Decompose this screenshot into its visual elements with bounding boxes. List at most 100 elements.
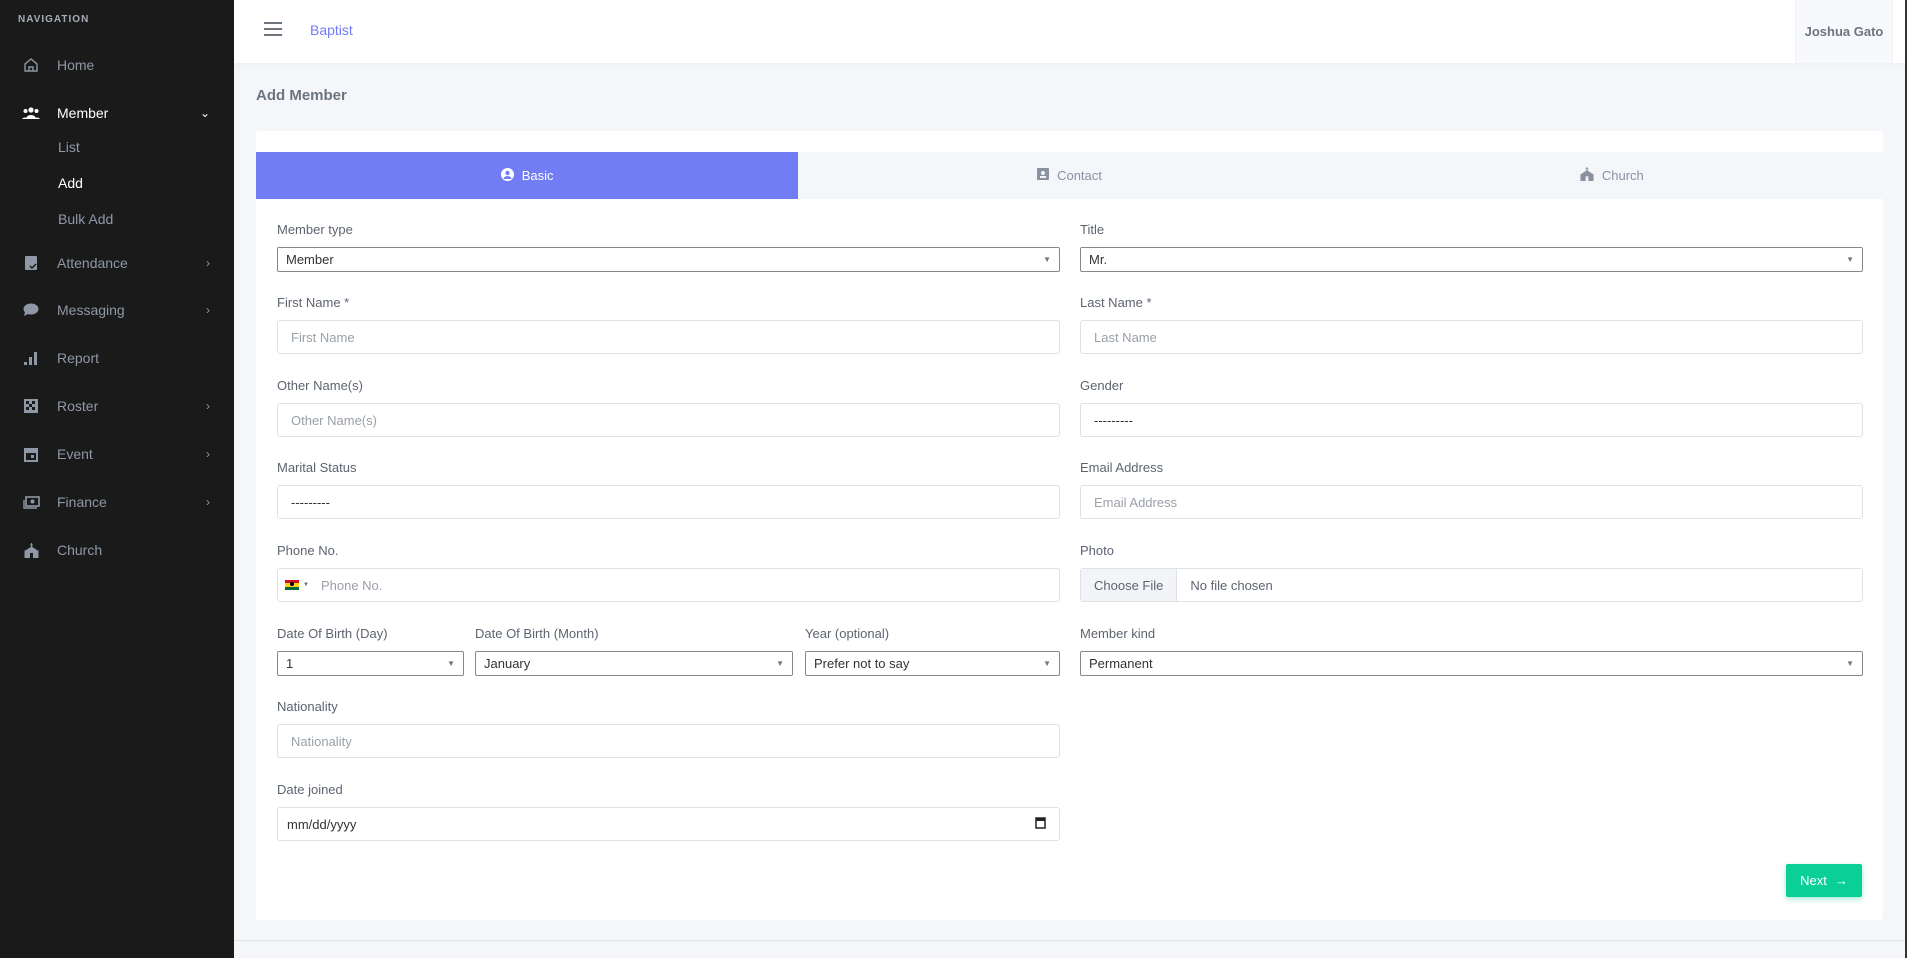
phone-placeholder: Phone No. [320, 577, 383, 593]
sidebar-item-event[interactable]: Event › [0, 436, 234, 472]
sidebar-subitem-list[interactable]: List [58, 139, 80, 155]
next-button[interactable]: Next → [1786, 864, 1862, 897]
dob-day-select[interactable]: 1 ▼ [277, 651, 464, 676]
phone-input[interactable]: ▼ Phone No. [277, 568, 1060, 602]
select-value: Permanent [1089, 656, 1153, 671]
sidebar-subitem-bulk-add[interactable]: Bulk Add [58, 211, 114, 227]
user-menu[interactable]: Joshua Gato [1795, 0, 1893, 63]
member-kind-group: Member kind Permanent ▼ [1080, 626, 1863, 676]
dob-month-select[interactable]: January ▼ [475, 651, 793, 676]
brand-link[interactable]: Baptist [310, 22, 353, 38]
calendar-icon[interactable] [1035, 816, 1046, 832]
tab-basic[interactable]: Basic [256, 152, 799, 199]
nationality-group: Nationality Nationality [277, 699, 1060, 758]
sidebar-subitem-add[interactable]: Add [58, 175, 83, 191]
dob-day-group: Date Of Birth (Day) 1 ▼ [277, 626, 464, 676]
country-dropdown-arrow-icon: ▼ [303, 582, 309, 588]
sidebar: NAVIGATION Home Member ⌄ List Add Bulk A… [0, 0, 234, 958]
church-icon [22, 541, 40, 559]
dropdown-arrow-icon: ▼ [1846, 255, 1854, 264]
gender-select[interactable]: --------- [1080, 403, 1863, 437]
sidebar-item-home[interactable]: Home [0, 47, 234, 83]
sidebar-item-roster[interactable]: Roster › [0, 388, 234, 424]
select-value: Member [286, 252, 334, 267]
email-input[interactable]: Email Address [1080, 485, 1863, 519]
form-tabs: Basic Contact Church [256, 152, 1883, 199]
users-icon [22, 104, 40, 122]
field-label: Photo [1080, 543, 1114, 558]
sidebar-item-finance[interactable]: Finance › [0, 484, 234, 520]
field-label: First Name * [277, 295, 350, 310]
select-value: Mr. [1089, 252, 1108, 267]
church-icon [1580, 167, 1594, 184]
select-value: Prefer not to say [814, 656, 910, 671]
sidebar-item-report[interactable]: Report [0, 340, 234, 376]
sidebar-item-attendance[interactable]: Attendance › [0, 245, 234, 281]
sidebar-item-messaging[interactable]: Messaging › [0, 292, 234, 328]
sidebar-item-label: Roster [57, 398, 99, 414]
field-label: Date Of Birth (Day) [277, 626, 388, 641]
nationality-input[interactable]: Nationality [277, 724, 1060, 758]
field-label: Last Name * [1080, 295, 1152, 310]
dropdown-arrow-icon: ▼ [776, 659, 784, 668]
other-names-input[interactable]: Other Name(s) [277, 403, 1060, 437]
last-name-input[interactable]: Last Name [1080, 320, 1863, 354]
date-joined-group: Date joined mm/dd/yyyy [277, 782, 1060, 841]
money-icon [22, 493, 40, 511]
field-label: Title [1080, 222, 1105, 237]
choose-file-button[interactable]: Choose File [1081, 569, 1178, 601]
field-label: Nationality [277, 699, 338, 714]
member-type-group: Member type Member ▼ [277, 222, 1060, 272]
user-circle-icon [500, 167, 514, 184]
sidebar-item-label: Finance [57, 494, 107, 510]
field-label: Member type [277, 222, 353, 237]
tab-contact[interactable]: Contact [798, 152, 1340, 199]
next-label: Next [1800, 873, 1827, 888]
ghana-flag-icon[interactable] [285, 580, 299, 590]
chat-icon [22, 301, 40, 319]
tab-church[interactable]: Church [1341, 152, 1883, 199]
email-group: Email Address Email Address [1080, 460, 1863, 519]
select-value: 1 [286, 656, 294, 671]
field-label: Gender [1080, 378, 1124, 393]
page-title: Add Member [256, 87, 347, 104]
dob-year-select[interactable]: Prefer not to say ▼ [805, 651, 1060, 676]
sidebar-item-label: Attendance [57, 255, 128, 271]
marital-status-select[interactable]: --------- [277, 485, 1060, 519]
field-label: Other Name(s) [277, 378, 363, 393]
member-kind-select[interactable]: Permanent ▼ [1080, 651, 1863, 676]
gender-group: Gender --------- [1080, 378, 1863, 437]
field-label: Year (optional) [805, 626, 890, 641]
field-label: Date joined [277, 782, 343, 797]
field-label: Date Of Birth (Month) [475, 626, 599, 641]
home-icon [22, 56, 40, 74]
sidebar-item-label: Report [57, 350, 100, 366]
first-name-input[interactable]: First Name [277, 320, 1060, 354]
menu-icon[interactable] [264, 22, 282, 36]
photo-group: Photo Choose File No file chosen [1080, 543, 1863, 602]
sidebar-item-label: Church [57, 542, 103, 558]
sidebar-item-label: Home [57, 57, 95, 73]
window-edge [1905, 0, 1907, 958]
photo-file-input[interactable]: Choose File No file chosen [1080, 568, 1863, 602]
tab-label: Contact [1057, 168, 1102, 183]
chevron-right-icon: › [206, 447, 210, 461]
phone-group: Phone No. ▼ Phone No. [277, 543, 1060, 602]
tab-label: Church [1601, 168, 1644, 183]
sidebar-item-member[interactable]: Member ⌄ [0, 95, 234, 131]
footer-divider [234, 940, 1905, 941]
chevron-right-icon: › [206, 399, 210, 413]
date-joined-input[interactable]: mm/dd/yyyy [277, 807, 1060, 841]
chevron-right-icon: › [206, 303, 210, 317]
tab-label: Basic [521, 168, 554, 183]
chevron-down-icon: ⌄ [199, 106, 210, 120]
title-select[interactable]: Mr. ▼ [1080, 247, 1863, 272]
member-type-select[interactable]: Member ▼ [277, 247, 1060, 272]
nav-heading: NAVIGATION [18, 14, 90, 25]
field-label: Email Address [1080, 460, 1164, 475]
field-label: Marital Status [277, 460, 357, 475]
sidebar-item-label: Member [57, 105, 109, 121]
file-status: No file chosen [1190, 577, 1273, 593]
checkerboard-icon [22, 397, 40, 415]
sidebar-item-church[interactable]: Church [0, 532, 234, 568]
